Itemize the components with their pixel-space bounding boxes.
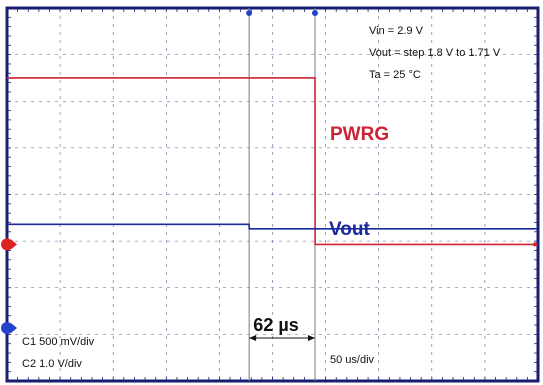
delay-arrow-head-left (249, 335, 257, 341)
plot-border (5, 6, 540, 383)
vout-label: Vout (329, 219, 370, 240)
delay-arrow-head-right (307, 335, 315, 341)
condition-vout: Vout = step 1.8 V to 1.71 V (369, 47, 501, 59)
ch1-arrow-icon (11, 239, 17, 250)
grid (6, 7, 539, 382)
pwrg-label: PWRG (330, 124, 389, 145)
ch1-ground-marker (1, 238, 13, 251)
markers (1, 238, 537, 334)
vout-trace (7, 223, 538, 230)
delay-label: 62 µs (253, 315, 298, 335)
pwrg-trace (7, 77, 538, 246)
timebase: 50 us/div (330, 354, 375, 366)
ch1-scale: C1 500 mV/div (22, 336, 95, 348)
condition-ta: Ta = 25 °C (369, 69, 421, 81)
condition-vin: Vin = 2.9 V (369, 25, 424, 37)
ch2-ground-marker (1, 322, 13, 334)
ch2-scale: C2 1.0 V/div (22, 358, 82, 370)
traces (7, 77, 538, 246)
cursor-marker-2 (311, 10, 318, 16)
ch2-arrow-icon (11, 323, 17, 333)
cursor-marker-1 (246, 10, 253, 16)
trigger-marker (533, 242, 537, 247)
